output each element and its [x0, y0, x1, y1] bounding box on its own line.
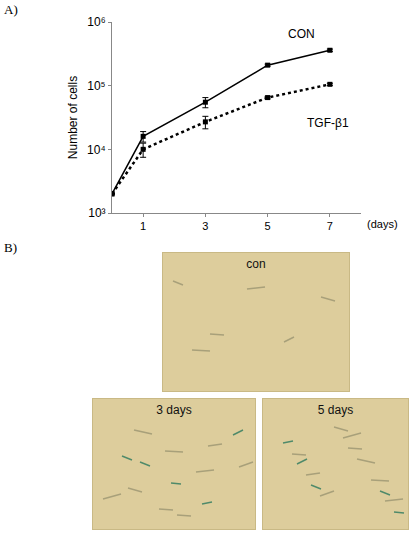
svg-text:(days): (days): [367, 218, 398, 230]
html-text:A): A): [4, 2, 18, 17]
html-text:B): B): [4, 240, 17, 255]
html-text:con: con: [246, 257, 266, 271]
svg-text:10³: 10³: [88, 206, 105, 220]
svg-text:3: 3: [202, 220, 208, 232]
html-text:3 days: 3 days: [156, 403, 192, 417]
svg-text:CON: CON: [288, 27, 315, 41]
svg-text:5: 5: [265, 220, 271, 232]
svg-text:Number of cells: Number of cells: [66, 76, 80, 159]
html-text:5 days: 5 days: [317, 403, 354, 417]
svg-text:10⁵: 10⁵: [87, 79, 105, 93]
svg-text:1: 1: [140, 220, 146, 232]
svg-text:10⁴: 10⁴: [87, 143, 106, 157]
svg-text:10⁶: 10⁶: [87, 15, 105, 29]
svg-text:TGF-β1: TGF-β1: [307, 116, 349, 130]
svg-text:7: 7: [327, 220, 333, 232]
